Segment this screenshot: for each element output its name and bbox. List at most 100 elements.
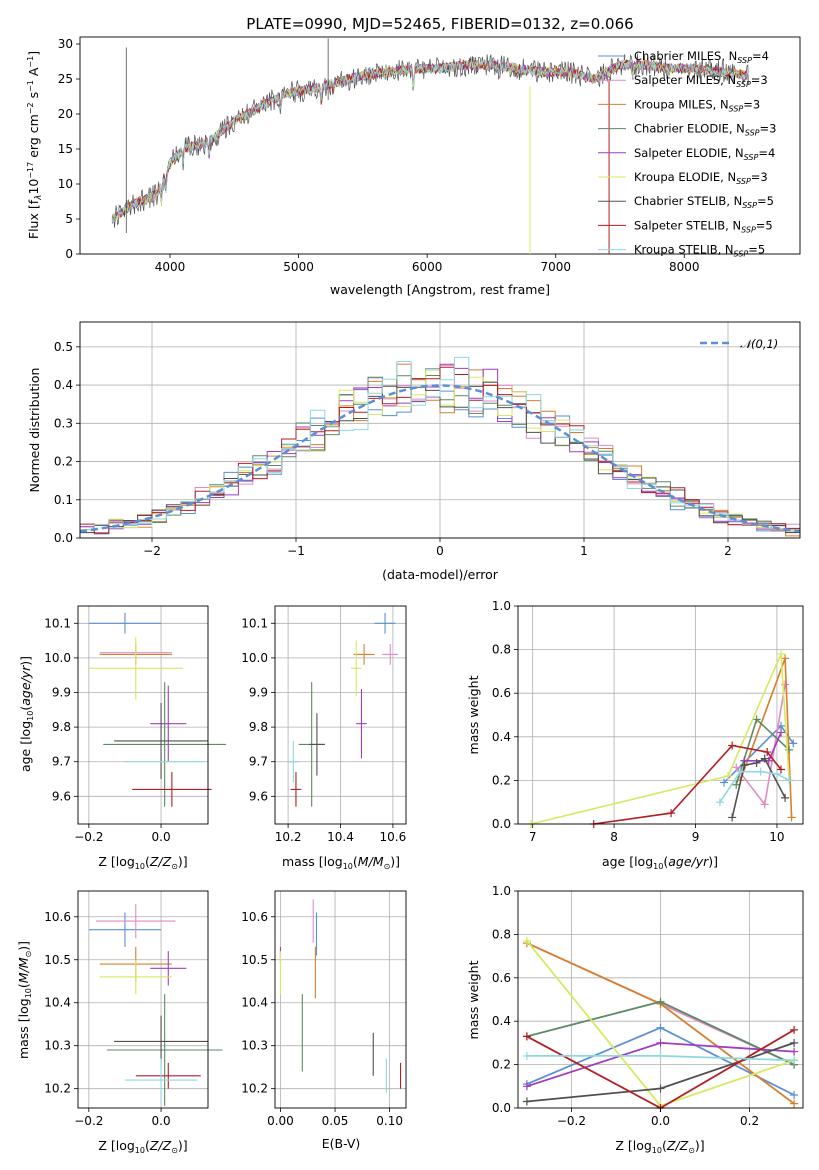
mass-weight-line [723, 724, 794, 784]
y-tick-label: 0.4 [54, 378, 73, 392]
y-tick-label: 0.2 [54, 455, 73, 469]
y-tick-label: 10.6 [241, 910, 268, 924]
y-tick-label: 9.6 [52, 789, 71, 803]
mass-weight-marker [781, 654, 790, 663]
mass-weight-marker [728, 813, 737, 822]
age-vs-mass-xlabel: mass [log10(M/M⊙)] [282, 854, 400, 871]
mass-weight-marker [667, 809, 676, 818]
y-tick-label: 1.0 [492, 599, 511, 613]
mass-weight-marker [656, 1051, 665, 1060]
mass-weight-vs-age-xlabel: age [log10(age/yr)] [602, 854, 718, 871]
x-tick-label: −0.2 [74, 1114, 103, 1128]
y-tick-label: 10.1 [241, 616, 268, 630]
mass-weight-vs-age-ylabel: mass weight [466, 675, 481, 754]
y-tick-label: 5 [65, 212, 73, 226]
y-tick-label: 10.3 [241, 1039, 268, 1053]
y-tick-label: 10.3 [44, 1039, 71, 1053]
mass-weight-vs-Z-panel: −0.2 0.0 0.2 0.0 0.2 0.4 0.6 0.8 1.0 [492, 884, 804, 1128]
mass-vs-ebv-xlabel: E(B-V) [322, 1136, 361, 1151]
mass-weight-vs-age-panel: 7 8 9 10 0.0 0.2 0.4 0.6 0.8 1.0 [492, 599, 804, 844]
y-tick-label: 9.7 [249, 755, 268, 769]
x-tick-label: 0.10 [376, 1114, 403, 1128]
residual-ylabel: Normed distribution [27, 368, 42, 493]
legend-entry: Salpeter STELIB, NSSP=5 [634, 218, 773, 234]
x-tick-label: 10.6 [380, 830, 407, 844]
x-tick-label: 9 [692, 830, 700, 844]
legend-entry: Chabrier STELIB, NSSP=5 [634, 194, 774, 210]
age-vs-Z-panel: −0.2 0.0 9.6 9.7 9.8 9.9 10.0 10.1 [44, 605, 227, 844]
age-vs-Z-ylabel: age [log10(age/yr)] [18, 656, 35, 772]
x-tick-label: 2 [724, 544, 732, 558]
mass-vs-Z-ylabel: mass [log10(M/M⊙)] [16, 941, 33, 1059]
mass-weight-line [593, 744, 782, 825]
y-tick-label: 0.1 [54, 493, 73, 507]
y-tick-label: 0.0 [492, 1101, 511, 1115]
age-vs-Z-xlabel: Z [log10(Z/Z⊙)] [98, 854, 187, 871]
y-tick-label: 0.2 [492, 1058, 511, 1072]
mass-weight-marker [720, 778, 729, 787]
x-tick-label: 6000 [412, 260, 443, 274]
spectrum-ylabel: Flux [fλ10−17 erg cm−2 s−1 A−1] [26, 51, 44, 239]
x-tick-label: 0.2 [740, 1114, 759, 1128]
y-tick-label: 10.5 [44, 953, 71, 967]
x-tick-label: 1 [580, 544, 588, 558]
mass-weight-marker [777, 728, 786, 737]
y-tick-label: 9.9 [249, 686, 268, 700]
y-tick-label: 10.4 [241, 996, 268, 1010]
mass-weight-line [530, 653, 790, 825]
y-tick-label: 0.3 [54, 416, 73, 430]
y-tick-label: 10.2 [241, 1082, 268, 1096]
residual-histogram [80, 366, 800, 534]
x-tick-label: 10.4 [327, 830, 354, 844]
y-tick-label: 0.0 [54, 531, 73, 545]
mass-weight-marker [756, 767, 765, 776]
x-tick-label: 10 [769, 830, 784, 844]
y-tick-label: 10.5 [241, 953, 268, 967]
mass-weight-marker [732, 763, 741, 772]
mass-weight-marker [790, 1090, 799, 1099]
y-tick-label: 0.5 [54, 340, 73, 354]
x-tick-label: −2 [143, 544, 161, 558]
mass-weight-marker [790, 1047, 799, 1056]
mass-weight-marker [781, 793, 790, 802]
y-tick-label: 10.1 [44, 616, 71, 630]
y-tick-label: 10 [58, 177, 73, 191]
figure-title: PLATE=0990, MJD=52465, FIBERID=0132, z=0… [246, 15, 633, 33]
mass-weight-marker [656, 1084, 665, 1093]
x-tick-label: 10.2 [275, 830, 302, 844]
mass-weight-marker [790, 1025, 799, 1034]
spectrum-line [111, 53, 749, 228]
legend-entry: Salpeter ELODIE, NSSP=4 [634, 146, 775, 162]
mass-weight-marker [752, 715, 761, 724]
mass-weight-marker [522, 1032, 531, 1041]
x-tick-label: −1 [287, 544, 305, 558]
mass-weight-marker [656, 997, 665, 1006]
mass-weight-marker [789, 739, 798, 748]
mass-weight-marker [740, 761, 749, 770]
x-tick-label: −0.2 [74, 830, 103, 844]
y-tick-label: 0.6 [492, 686, 511, 700]
spectrum-panel: 4000 5000 6000 7000 8000 0 5 10 15 20 25 30 Chabrie… [26, 36, 801, 297]
mass-weight-marker [522, 1082, 531, 1091]
y-tick-label: 0.8 [492, 643, 511, 657]
mass-weight-marker [777, 649, 786, 658]
mass-weight-marker [752, 758, 761, 767]
mass-weight-marker [790, 1056, 799, 1065]
y-tick-label: 10.6 [44, 910, 71, 924]
y-tick-label: 0.6 [492, 971, 511, 985]
y-tick-label: 10.4 [44, 996, 71, 1010]
y-tick-label: 9.6 [249, 789, 268, 803]
mass-weight-marker [656, 1038, 665, 1047]
legend-entry: Kroupa ELODIE, NSSP=3 [634, 170, 768, 186]
mass-weight-marker [760, 754, 769, 763]
x-tick-label: 0.0 [152, 1114, 171, 1128]
x-tick-label: 7 [529, 830, 537, 844]
mass-vs-Z-panel: −0.2 0.0 10.2 10.3 10.4 10.5 10.6 [44, 890, 223, 1128]
mass-weight-vs-Z-ylabel: mass weight [466, 960, 481, 1039]
y-tick-label: 10.2 [44, 1082, 71, 1096]
x-tick-label: 0 [436, 544, 444, 558]
y-tick-label: 0.4 [492, 1014, 511, 1028]
y-tick-label: 20 [58, 107, 73, 121]
x-tick-label: 0.0 [651, 1114, 670, 1128]
